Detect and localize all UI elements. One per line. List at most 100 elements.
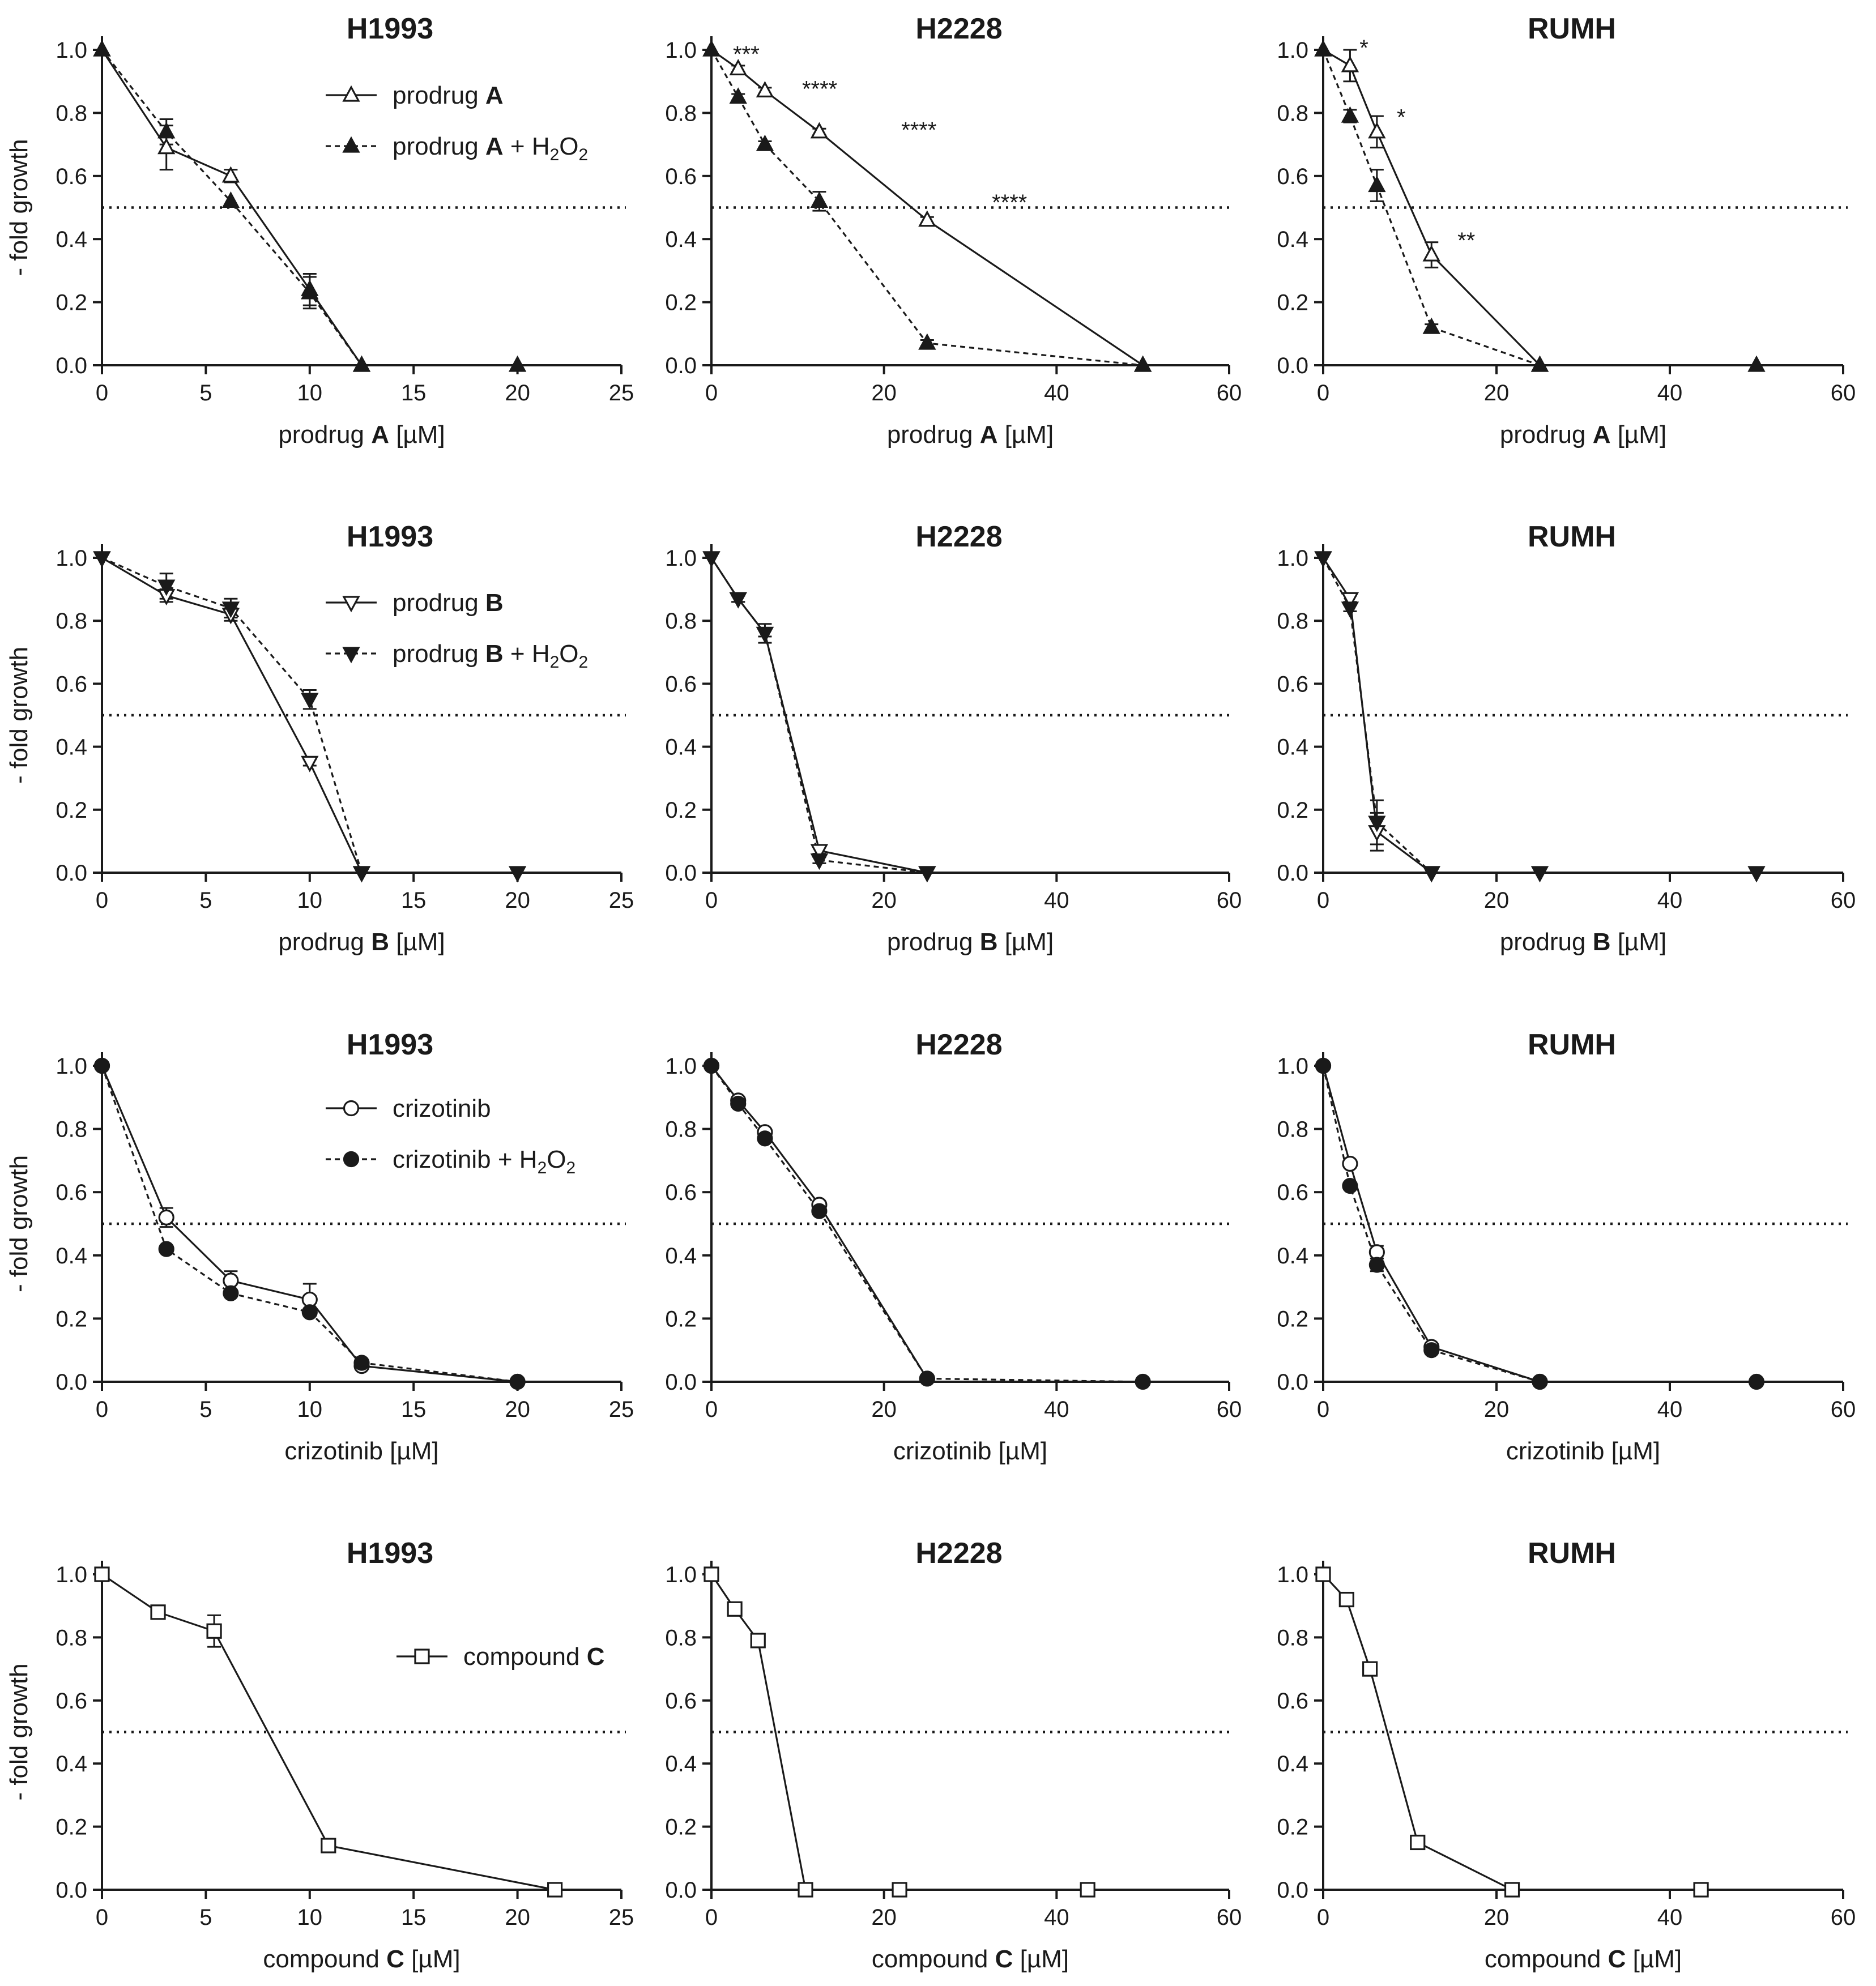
x-tick-label: 40 bbox=[1657, 888, 1683, 913]
x-tick-label: 0 bbox=[96, 381, 108, 405]
x-tick-label: 0 bbox=[96, 888, 108, 913]
data-point bbox=[301, 1304, 318, 1321]
x-tick-label: 20 bbox=[871, 381, 897, 405]
data-point bbox=[221, 166, 240, 183]
y-axis-label: - fold growth bbox=[5, 139, 33, 276]
data-point bbox=[223, 1285, 239, 1301]
y-tick-label: 0.2 bbox=[665, 1815, 697, 1840]
chart-title: H1993 bbox=[347, 12, 433, 45]
y-tick-label: 0.6 bbox=[56, 1689, 87, 1714]
x-tick-label: 20 bbox=[505, 888, 530, 913]
y-tick-label: 0.0 bbox=[665, 1370, 697, 1395]
y-tick-label: 0.0 bbox=[1277, 353, 1308, 378]
y-tick-label: 0.0 bbox=[665, 861, 697, 886]
data-point bbox=[352, 355, 371, 372]
data-point bbox=[509, 1373, 526, 1390]
y-tick-label: 0.6 bbox=[1277, 1689, 1308, 1714]
data-point bbox=[93, 551, 111, 568]
chart-panel: H2228 0.0 0.2 0.4 0.6 0.8 1.0 0 20 40 60 prodrug A … bbox=[665, 12, 1242, 449]
data-point bbox=[918, 210, 936, 227]
x-tick-label: 60 bbox=[1831, 1397, 1856, 1422]
x-tick-label: 0 bbox=[1317, 1905, 1329, 1930]
data-point bbox=[158, 1209, 174, 1225]
y-tick-label: 0.8 bbox=[1277, 1117, 1308, 1142]
series-line bbox=[1322, 49, 1756, 366]
data-point bbox=[756, 81, 774, 98]
data-point bbox=[1422, 245, 1440, 262]
y-tick-label: 0.6 bbox=[56, 164, 87, 189]
x-tick-label: 0 bbox=[705, 1397, 718, 1422]
y-tick-label: 0.8 bbox=[1277, 1625, 1308, 1650]
y-tick-label: 0.2 bbox=[1277, 1306, 1308, 1331]
data-point bbox=[1342, 1177, 1358, 1194]
y-tick-label: 0.6 bbox=[1277, 672, 1308, 697]
x-tick-label: 20 bbox=[1484, 1397, 1510, 1422]
series-line bbox=[710, 557, 928, 874]
chart-panel: H1993 0.0 0.2 0.4 0.6 0.8 1.0 0 5 10 15 20 25 prodrug… bbox=[5, 12, 634, 449]
legend-marker bbox=[342, 647, 360, 664]
data-point bbox=[1422, 317, 1440, 334]
data-point bbox=[1338, 1591, 1354, 1608]
x-tick-label: 20 bbox=[1484, 888, 1510, 913]
y-tick-label: 0.6 bbox=[56, 1180, 87, 1205]
chart-panel: H2228 0.0 0.2 0.4 0.6 0.8 1.0 0 20 40 60 compound C… bbox=[665, 1537, 1242, 1973]
y-tick-label: 0.0 bbox=[1277, 1878, 1308, 1903]
y-tick-label: 1.0 bbox=[1277, 1054, 1308, 1079]
y-tick-label: 0.2 bbox=[665, 798, 697, 823]
data-point bbox=[1747, 866, 1766, 883]
y-tick-label: 0.6 bbox=[665, 672, 697, 697]
series-line bbox=[1322, 1573, 1702, 1891]
x-tick-label: 60 bbox=[1831, 1905, 1856, 1930]
legend-label: crizotinib bbox=[393, 1095, 491, 1122]
data-point bbox=[94, 1566, 110, 1582]
x-tick-label: 0 bbox=[96, 1397, 108, 1422]
x-tick-label: 5 bbox=[199, 1905, 212, 1930]
x-tick-label: 60 bbox=[1217, 1905, 1242, 1930]
x-axis-label: prodrug A [µM] bbox=[278, 421, 445, 449]
chart-title: H1993 bbox=[347, 1537, 433, 1570]
x-axis-label: compound C [µM] bbox=[872, 1945, 1069, 1973]
data-point bbox=[810, 122, 829, 139]
x-tick-label: 60 bbox=[1831, 381, 1856, 405]
y-tick-label: 0.2 bbox=[1277, 291, 1308, 315]
series-line bbox=[101, 557, 518, 874]
data-point bbox=[301, 693, 319, 710]
x-tick-label: 0 bbox=[705, 381, 718, 405]
data-point bbox=[1080, 1882, 1095, 1898]
data-point bbox=[1135, 1373, 1151, 1390]
data-point bbox=[919, 1370, 935, 1387]
data-point bbox=[301, 755, 319, 772]
x-tick-label: 60 bbox=[1217, 381, 1242, 405]
significance-stars: ** bbox=[1457, 228, 1475, 253]
y-tick-label: 0.2 bbox=[665, 291, 697, 315]
data-point bbox=[729, 87, 747, 104]
x-tick-label: 40 bbox=[1044, 888, 1069, 913]
data-point bbox=[704, 1566, 719, 1582]
x-tick-label: 25 bbox=[609, 1905, 634, 1930]
x-tick-label: 5 bbox=[199, 888, 212, 913]
y-tick-label: 1.0 bbox=[665, 546, 697, 571]
y-tick-label: 0.6 bbox=[665, 1180, 697, 1205]
chart-title: H2228 bbox=[915, 520, 1002, 553]
y-tick-label: 0.4 bbox=[1277, 735, 1308, 760]
y-tick-label: 0.8 bbox=[665, 1625, 697, 1650]
x-tick-label: 20 bbox=[871, 888, 897, 913]
series-line bbox=[710, 49, 1143, 366]
y-tick-label: 0.4 bbox=[56, 227, 87, 252]
y-tick-label: 0.8 bbox=[665, 101, 697, 126]
significance-stars: *** bbox=[733, 42, 760, 67]
y-tick-label: 0.2 bbox=[56, 1306, 87, 1331]
data-point bbox=[892, 1882, 907, 1898]
y-tick-label: 0.2 bbox=[1277, 798, 1308, 823]
x-tick-label: 10 bbox=[297, 888, 323, 913]
data-point bbox=[158, 1241, 174, 1257]
x-tick-label: 25 bbox=[609, 1397, 634, 1422]
x-axis-label: prodrug B [µM] bbox=[1500, 928, 1666, 956]
data-point bbox=[352, 866, 371, 883]
x-tick-label: 25 bbox=[609, 381, 634, 405]
data-point bbox=[810, 191, 829, 208]
y-tick-label: 0.0 bbox=[665, 353, 697, 378]
data-point bbox=[1410, 1834, 1426, 1851]
chart-panel: H1993 0.0 0.2 0.4 0.6 0.8 1.0 0 5 10 15 20 25 crizoti… bbox=[5, 1028, 634, 1465]
data-point bbox=[1532, 1373, 1548, 1390]
